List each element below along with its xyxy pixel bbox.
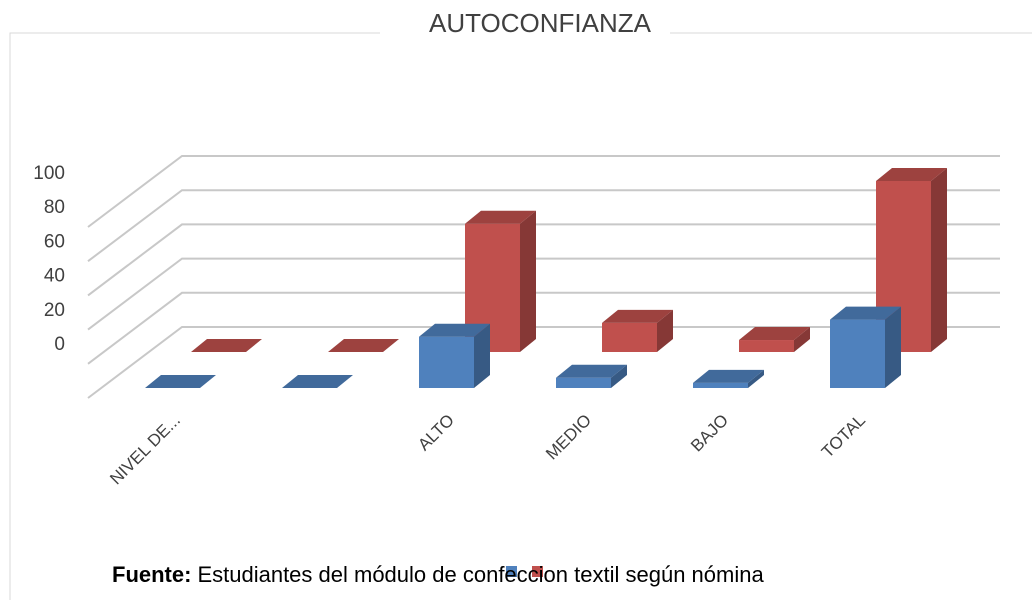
x-tick-label: ALTO (414, 411, 458, 455)
bar-top (830, 306, 901, 320)
grid-line (87, 257, 1000, 331)
bar (739, 327, 810, 352)
bar-side (794, 327, 810, 352)
bar (282, 375, 353, 388)
grid-line (87, 155, 1000, 228)
bar (830, 306, 901, 388)
bar-top (282, 375, 353, 388)
bar-top (876, 168, 947, 181)
bar-side (474, 323, 490, 388)
bar-side (885, 306, 901, 388)
bar (191, 339, 262, 352)
bar-top (465, 210, 536, 224)
bar-top (145, 375, 216, 388)
bar (328, 339, 399, 352)
y-tick-label: 20 (44, 300, 65, 321)
grid-line (87, 326, 1000, 399)
bar-front (739, 340, 794, 352)
bar (556, 364, 627, 388)
bar-top (739, 327, 810, 341)
bar-front (419, 336, 474, 388)
footnote-text: Estudiantes del módulo de confeccion tex… (197, 562, 764, 587)
bar-side (748, 369, 764, 388)
footnote-label: Fuente: (112, 562, 191, 587)
x-tick-label: TOTAL (818, 411, 869, 462)
legend (506, 566, 543, 577)
bar (419, 323, 490, 388)
bar-side (611, 364, 627, 388)
grid-line (87, 223, 1000, 297)
bar-top (693, 369, 764, 383)
x-tick-label: NIVEL DE... (106, 411, 184, 489)
bar-top (602, 309, 673, 323)
legend-swatch (506, 566, 517, 577)
grid-line (87, 189, 1000, 262)
bar-side (931, 168, 947, 352)
bar-top (191, 339, 262, 352)
bar (693, 369, 764, 388)
bar-side (657, 309, 673, 352)
chart-title: AUTOCONFIANZA (429, 8, 652, 38)
bar-top (556, 364, 627, 378)
bar-front (693, 382, 748, 388)
y-tick-label: 80 (44, 197, 65, 218)
x-tick-label: BAJO (687, 411, 732, 456)
x-tick-label: MEDIO (542, 411, 595, 464)
y-tick-label: 40 (44, 266, 65, 287)
y-tick-label: 60 (44, 231, 65, 252)
bar-side (520, 210, 536, 352)
title-bg (380, 8, 670, 42)
bar (602, 309, 673, 352)
y-tick-label: 0 (54, 334, 65, 355)
bar-front (556, 377, 611, 388)
bar-top (328, 339, 399, 352)
y-tick-label: 100 (33, 163, 65, 184)
grid-line (87, 291, 1000, 365)
footnote: Fuente: Estudiantes del módulo de confecc… (112, 562, 764, 587)
bar (876, 168, 947, 352)
bar-front (830, 319, 885, 388)
bar (145, 375, 216, 388)
bar-front (602, 322, 657, 352)
chart-border (9, 32, 1032, 600)
legend-swatch (532, 566, 543, 577)
bar-top (419, 323, 490, 337)
